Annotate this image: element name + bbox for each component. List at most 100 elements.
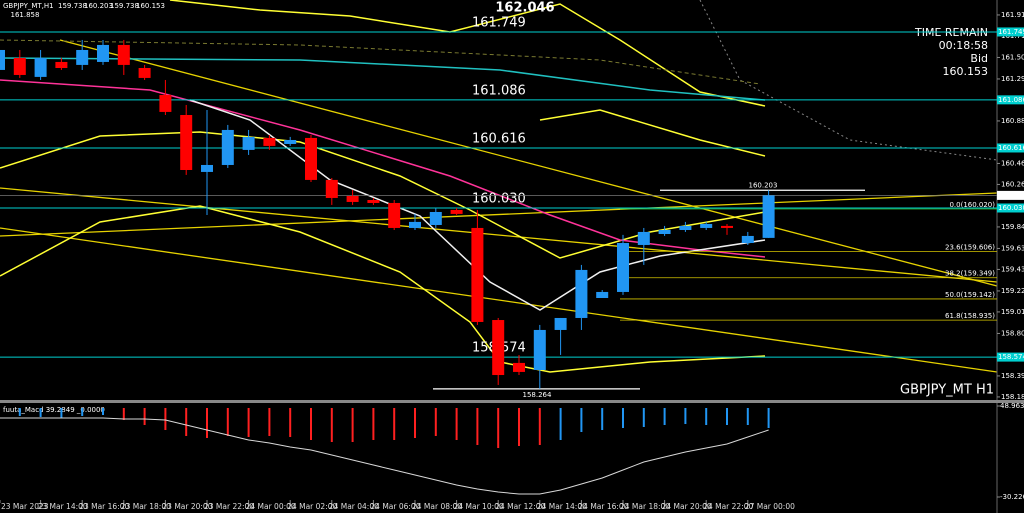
level-label: 161.086 — [472, 83, 526, 98]
time-remain: 00:18:58 — [939, 39, 988, 52]
y-tick-label: 161.290 — [1001, 75, 1024, 83]
level-box-label: 161.749 — [998, 28, 1024, 36]
x-tick-label: 24 Mar 12:00 — [495, 502, 545, 511]
x-tick-label: 24 Mar 08:00 — [412, 502, 462, 511]
y-tick-label: 160.880 — [1001, 117, 1024, 125]
x-tick-label: 24 Mar 00:00 — [246, 502, 296, 511]
candle-body — [554, 317, 567, 330]
candle-body — [658, 230, 671, 234]
y-tick-label: 159.845 — [1001, 223, 1024, 231]
y-tick-label: 159.430 — [1001, 265, 1024, 273]
x-tick-label: 23 Mar 20:00 — [162, 502, 212, 511]
level-box — [997, 143, 1024, 153]
bid-label: Bid — [970, 52, 988, 65]
x-tick-label: 27 Mar 00:00 — [745, 502, 795, 511]
price-marker-label: 160.203 — [749, 181, 778, 189]
fib-label: 38.2(159.349) — [945, 270, 995, 278]
header-open: 159.738 — [58, 2, 87, 10]
candle-body — [762, 195, 775, 238]
level-box-label: 161.086 — [998, 96, 1024, 104]
x-tick-label: 24 Mar 06:00 — [370, 502, 420, 511]
candle-body — [409, 221, 421, 228]
x-tick-label: 23 Mar 14:00 — [38, 502, 88, 511]
y-tick-label: 158.390 — [1001, 372, 1024, 380]
level-box-label: 160.030 — [998, 204, 1024, 212]
x-tick-label: 24 Mar 14:00 — [537, 502, 587, 511]
x-tick-label: 24 Mar 22:00 — [703, 502, 753, 511]
candle-body — [721, 225, 733, 228]
y-tick-label: 160.260 — [1001, 180, 1024, 188]
candle-body — [159, 94, 172, 112]
candle-body — [741, 235, 754, 244]
candle-body — [679, 225, 692, 231]
level-label: 160.616 — [472, 131, 526, 146]
x-tick-label: 23 Mar 18:00 — [121, 502, 171, 511]
candle-body — [617, 243, 629, 292]
pane-separator — [0, 400, 1024, 403]
moving-average — [189, 99, 766, 311]
band-upper — [169, 0, 766, 107]
candle-body — [450, 209, 463, 214]
x-tick-label: 24 Mar 02:00 — [287, 502, 337, 511]
level-box — [997, 95, 1024, 105]
x-tick-label: 23 Mar 2023 — [1, 502, 49, 511]
price-marker-label: 161.858 — [11, 11, 40, 19]
symbol-header: GBPJPY_MT,H1 — [3, 2, 54, 10]
band-lower — [0, 205, 766, 373]
candle-body — [346, 196, 359, 202]
y-tick-label: 158.185 — [1001, 393, 1024, 401]
candle-body — [138, 67, 151, 78]
y-tick-label: 159.635 — [1001, 244, 1024, 252]
candle-body — [637, 231, 650, 245]
y-tick-label: 158.805 — [1001, 329, 1024, 337]
level-label: 160.030 — [472, 191, 526, 206]
candle-body — [97, 44, 109, 62]
y-tick-label: 159.015 — [1001, 308, 1024, 316]
level-label: 161.749 — [472, 15, 526, 30]
level-box — [997, 352, 1024, 362]
candle-body — [367, 200, 380, 203]
x-tick-label: 24 Mar 16:00 — [578, 502, 628, 511]
candle-body — [700, 223, 713, 228]
candle-body — [596, 291, 609, 299]
header-close: 160.153 — [136, 2, 165, 10]
fib-label: 23.6(159.606) — [945, 243, 995, 251]
candle-body — [575, 269, 588, 318]
y-tick-label: 160.465 — [1001, 159, 1024, 167]
header-low: 159.738 — [110, 2, 139, 10]
price-marker-label: 158.264 — [523, 391, 552, 399]
candle-body — [513, 362, 525, 372]
candle-body — [242, 136, 255, 150]
candle-body — [55, 61, 68, 68]
candle-body — [533, 329, 546, 370]
cloud-line — [0, 39, 761, 85]
candle-body — [305, 137, 317, 180]
candle-body — [388, 202, 401, 228]
moving-average — [0, 57, 766, 101]
macd-line — [0, 417, 769, 495]
trend-line — [59, 39, 998, 287]
trend-line — [0, 227, 998, 373]
trend-line — [0, 192, 998, 237]
candle-body — [325, 179, 338, 198]
candle-body — [471, 227, 484, 322]
bid-value: 160.153 — [943, 65, 989, 78]
candle-body — [284, 139, 297, 144]
candle-body — [180, 115, 193, 170]
y-tick-label: 161.915 — [1001, 11, 1024, 19]
candle-body — [221, 129, 234, 165]
candle-body — [492, 320, 505, 376]
y-tick-label: 161.500 — [1001, 53, 1024, 61]
x-tick-label: 23 Mar 16:00 — [79, 502, 129, 511]
fib-label: 0.0(160.020) — [949, 201, 995, 209]
trend-line — [0, 187, 998, 283]
price-marker-label: 162.046 — [495, 1, 554, 16]
header-high: 160.203 — [84, 2, 113, 10]
x-tick-label: 23 Mar 22:00 — [204, 502, 254, 511]
candle-body — [0, 49, 5, 70]
candle-body — [263, 137, 276, 146]
bid-box — [997, 190, 1024, 200]
symbol-label: GBPJPY_MT H1 — [900, 383, 994, 398]
candle-body — [76, 49, 89, 65]
candle-body — [117, 44, 130, 65]
